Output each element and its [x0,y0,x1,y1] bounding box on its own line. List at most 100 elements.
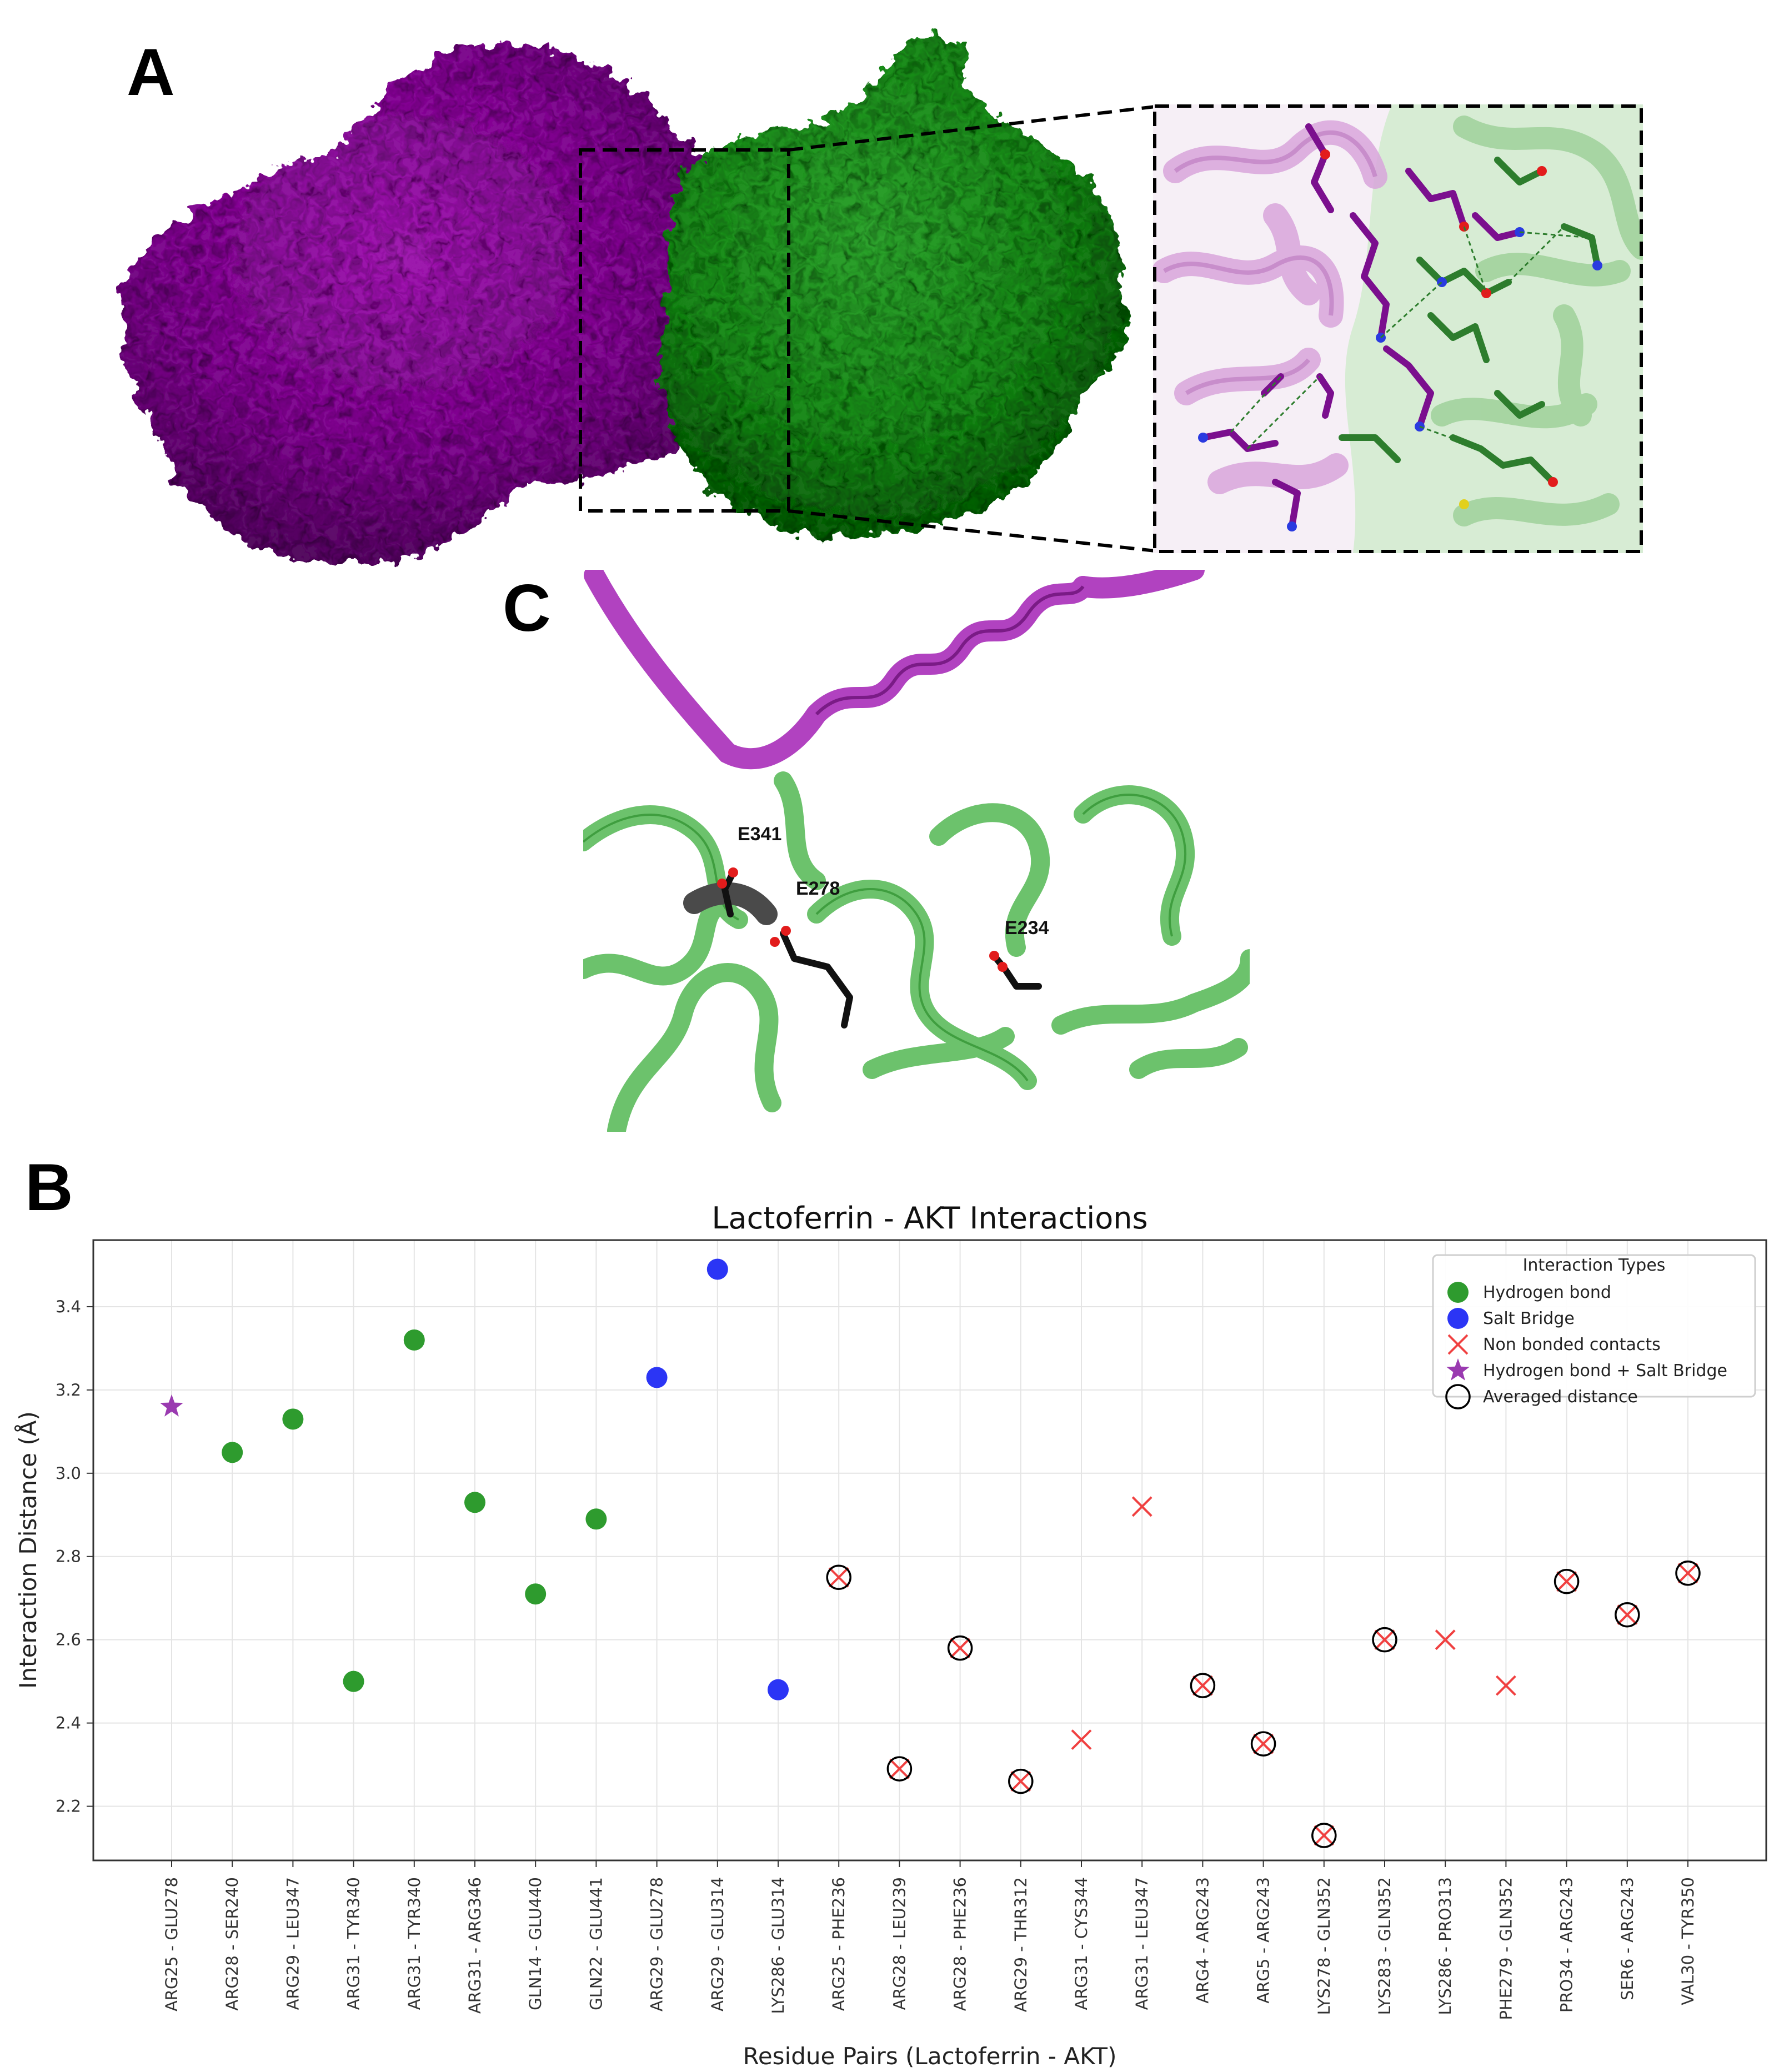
legend-item-hbond-salt-bridge: Hydrogen bond + Salt Bridge [1446,1358,1727,1381]
non-bonded-contact-point [1556,1571,1577,1592]
legend-label: Salt Bridge [1483,1309,1575,1328]
hydrogen-bond-point [222,1442,243,1463]
averaged-distance-marker [1008,1768,1034,1794]
averaged-distance-marker [1675,1560,1701,1586]
x-tick-label: ARG28 - PHE236 [951,1877,970,2011]
x-tick-label: ARG28 - LEU239 [890,1877,909,2010]
zoom-connector-top [788,105,1155,152]
salt-bridge-point [768,1679,789,1700]
non-bonded-contact-point [1677,1563,1698,1584]
x-tick-label: ARG31 - LEU347 [1132,1877,1151,2010]
x-tick-label: ARG31 - ARG346 [465,1877,484,2014]
salt-bridge-point [646,1367,668,1388]
x-tick-label: PHE279 - GLN352 [1496,1877,1515,2020]
x-tick-label: ARG31 - CYS344 [1072,1877,1091,2010]
nonbond-legend-icon [1447,1334,1469,1355]
non-bonded-contact-point [889,1758,910,1779]
plot-frame [92,1239,1767,1862]
averaged-distance-marker [1311,1823,1337,1848]
hydrogen-bond-point [282,1408,304,1430]
legend-item-salt-bridge: Salt Bridge [1447,1308,1575,1329]
salt-legend-icon [1447,1308,1469,1329]
residue-label-e278: E278 [796,878,840,899]
residue-label-e234: E234 [1005,917,1049,939]
hbond-legend-icon [1447,1282,1469,1303]
non-bonded-contact-point [1071,1729,1092,1750]
chart-title: Lactoferrin - AKT Interactions [711,1201,1147,1236]
x-tick-label: ARG29 - THR312 [1011,1877,1030,2012]
non-bonded-contact-point [1253,1733,1274,1754]
non-bonded-contact-point [1617,1604,1638,1626]
panel-a-surface-image [119,33,1155,563]
panel-a-label: A [127,35,175,109]
legend-label: Hydrogen bond [1483,1283,1611,1302]
grid-lines [93,1240,1766,1860]
hydrogen-bond-point [525,1583,547,1605]
hydrogen-bond-point [403,1329,425,1351]
averaged-distance-marker [947,1635,973,1661]
non-bonded-contact-point [1131,1496,1152,1517]
x-tick-label: ARG25 - PHE236 [829,1877,848,2011]
x-axis-label: Residue Pairs (Lactoferrin - AKT) [743,2043,1117,2070]
avg-legend-icon [1445,1384,1471,1409]
x-tick-label: ARG28 - SER240 [223,1877,242,2011]
averaged-distance-marker [886,1756,913,1782]
non-bonded-contact-point [1192,1675,1213,1696]
x-tick-label: LYS283 - GLN352 [1375,1877,1394,2015]
panel-c-label: C [503,571,551,645]
legend-label: Non bonded contacts [1483,1335,1661,1354]
hydrogen-bond-point [464,1492,485,1513]
non-bonded-contact-point [828,1567,849,1588]
y-tick-label: 2.8 [56,1547,81,1566]
y-tick-label: 2.2 [56,1797,81,1816]
non-bonded-contact-point [1374,1629,1395,1650]
y-tick-label: 3.4 [56,1297,81,1316]
non-bonded-contact-point [950,1638,971,1659]
data-markers [160,1258,1701,1848]
hydrogen-bond-point [585,1508,607,1530]
x-tick-label: ARG31 - TYR340 [405,1877,424,2010]
legend-item-hydrogen-bond: Hydrogen bond [1447,1282,1611,1303]
hydrogen-bond-point [343,1670,364,1692]
lactoferrin-surface [119,44,749,563]
interaction-chart: Lactoferrin - AKT Interactions ARG25 - G… [14,1201,1767,2070]
y-tick-label: 3.2 [56,1381,81,1399]
legend-box [1432,1254,1756,1398]
x-tick-label: ARG25 - GLU278 [162,1877,181,2011]
hbond-salt-bridge-point [160,1394,183,1417]
zoom-selection-box [579,148,790,513]
non-bonded-contact-point [1495,1675,1516,1696]
x-tick-label: GLN22 - GLU441 [587,1877,605,2010]
y-tick-label: 2.4 [56,1714,81,1733]
legend-label: Hydrogen bond + Salt Bridge [1483,1361,1727,1381]
y-tick-label: 3.0 [56,1464,81,1483]
panel-c-cartoon-image: E341 E278 E234 [583,570,1250,1132]
legend-item-non-bonded: Non bonded contacts [1447,1334,1661,1355]
residue-label-e341: E341 [738,824,781,845]
panel-a-inset-image [1153,104,1643,553]
x-tick-label: VAL30 - TYR350 [1678,1877,1697,2005]
x-tick-label: ARG29 - GLU278 [648,1877,667,2011]
legend-label: Averaged distance [1483,1387,1638,1407]
x-tick-label: ARG4 - ARG243 [1193,1877,1212,2004]
panel-b-label: B [25,1150,73,1225]
x-tick-label: GLN14 - GLU440 [526,1877,545,2010]
x-tick-label: ARG31 - TYR340 [344,1877,363,2010]
x-tick-label: LYS286 - PRO313 [1436,1877,1455,2015]
x-tick-label: ARG29 - LEU347 [283,1877,302,2010]
averaged-distance-marker [1615,1602,1640,1628]
averaged-distance-marker [1190,1673,1216,1698]
legend-title: Interaction Types [1523,1256,1666,1275]
x-tick-label: LYS286 - GLU314 [769,1877,788,2014]
salt-bridge-point [706,1258,728,1280]
averaged-distance-marker [1554,1568,1580,1594]
zoom-connector-bottom [788,509,1155,553]
averaged-distance-marker [1250,1731,1276,1757]
averaged-distance-marker [1372,1627,1397,1653]
legend-item-averaged-distance: Averaged distance [1445,1384,1638,1409]
non-bonded-contact-point [1435,1629,1456,1650]
x-tick-label: PRO34 - ARG243 [1557,1877,1576,2013]
x-tick-label: ARG29 - GLU314 [708,1877,727,2011]
y-tick-label: 2.6 [56,1630,81,1649]
x-tick-label: ARG5 - ARG243 [1254,1877,1273,2004]
